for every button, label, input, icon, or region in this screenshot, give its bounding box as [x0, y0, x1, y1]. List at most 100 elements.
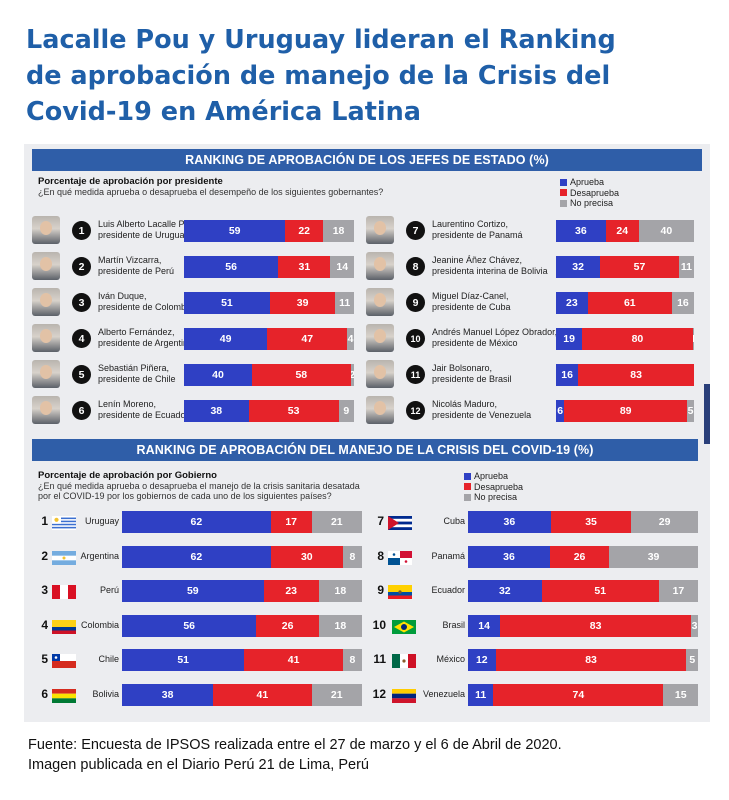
country-rank: 8 [377, 548, 384, 563]
bar-segment-approve: 32 [556, 256, 601, 278]
peru-flag-icon [52, 585, 76, 599]
infographic-panel: RANKING DE APROBACIÓN DE LOS JEFES DE ES… [24, 144, 710, 722]
legend-swatch-unsure [560, 199, 567, 207]
countries-question-line-2: por el COVID-19 por los gobiernos de cad… [38, 491, 332, 501]
bar-segment-unsure: 21 [311, 511, 362, 533]
country-row: 6 Bolivia 38 41 21 [34, 683, 364, 706]
rank-badge: 9 [406, 293, 425, 312]
president-name-line: Sebastián Piñera, [98, 363, 170, 373]
president-row: 9 Miguel Díaz-Canel, presidente de Cuba 23 6… [366, 288, 696, 318]
bar-segment-disapprove: 39 [269, 292, 336, 314]
bar-segment-approve: 36 [468, 511, 551, 533]
legend-unsure: No precisa [560, 198, 619, 209]
bar-segment-approve: 14 [468, 614, 501, 637]
bar-segment-disapprove: 80 [582, 328, 693, 350]
country-flag [388, 516, 412, 530]
country-flag [392, 654, 416, 668]
president-name-line: Laurentino Cortizo, [432, 219, 509, 229]
legend-approve: Aprueba [560, 177, 619, 188]
president-avatar [366, 360, 394, 388]
bar-segment-unsure: 29 [631, 511, 698, 533]
bar-segment-unsure: 8 [342, 649, 362, 671]
president-row: 11 Jair Bolsonaro, presidente de Brasil 16 8… [366, 360, 696, 390]
country-row: 8 Panamá 36 26 39 [370, 545, 700, 568]
country-name: Argentina [80, 550, 119, 561]
president-row: 10 Andrés Manuel López Obrador, presidente… [366, 324, 696, 354]
president-name: Miguel Díaz-Canel, presidente de Cuba [432, 291, 552, 313]
president-row: 6 Lenín Moreno, presidente de Ecuador 38 53 9 [32, 396, 362, 426]
bar-segment-approve: 16 [556, 364, 579, 386]
bar-segment-unsure: 5 [687, 400, 694, 422]
bar-segment-approve: 59 [122, 580, 264, 602]
countries-banner: RANKING DE APROBACIÓN DEL MANEJO DE LA C… [32, 439, 698, 461]
legend-unsure-label: No precisa [474, 492, 518, 502]
bar-segment-unsure: 2 [350, 364, 354, 386]
country-row: 11 México 12 83 5 [370, 649, 700, 671]
president-avatar [32, 360, 60, 388]
country-flag [52, 516, 76, 530]
president-role-line: presidente de Uruguay [98, 230, 190, 240]
rank-badge: 6 [72, 401, 91, 420]
bar-segment-unsure: 5 [686, 649, 698, 671]
bar-segment-approve: 62 [122, 545, 271, 568]
president-name: Alberto Fernández, presidente de Argentin… [98, 327, 218, 349]
bar-segment-disapprove: 47 [267, 328, 348, 350]
rank-badge: 11 [406, 365, 425, 384]
president-name-line: Luis Alberto Lacalle Pou, [98, 219, 198, 229]
country-name: Chile [98, 654, 119, 664]
bolivia-flag-icon [52, 688, 76, 703]
president-role-line: presidente de Argentina [98, 338, 194, 348]
country-bar: 51 41 8 [122, 649, 362, 671]
country-row: 7 Cuba 36 35 29 [370, 511, 700, 533]
country-bar: 62 30 8 [122, 545, 362, 568]
president-role-line: presidente de Cuba [432, 302, 511, 312]
country-name: México [436, 654, 465, 664]
legend-unsure: No precisa [464, 492, 523, 503]
countries-subtitle: Porcentaje de aprobación por Gobierno [38, 470, 217, 481]
country-row: 5 Chile 51 41 8 [34, 649, 364, 671]
bar-segment-approve: 32 [468, 580, 542, 602]
bar-segment-unsure: 18 [318, 614, 362, 637]
president-name-line: Alberto Fernández, [98, 327, 175, 337]
president-role-line: presidente de Perú [98, 266, 175, 276]
bar-segment-approve: 38 [122, 683, 214, 706]
president-bar: 16830 [556, 364, 694, 386]
bar-segment-disapprove: 30 [270, 545, 343, 568]
country-bar: 56 26 18 [122, 614, 362, 637]
president-avatar [32, 396, 60, 424]
president-avatar [32, 216, 60, 244]
country-rank: 2 [41, 548, 48, 563]
country-bar: 38 41 21 [122, 683, 362, 706]
country-rank: 3 [41, 583, 48, 597]
footer-source: Fuente: Encuesta de IPSOS realizada entr… [28, 735, 718, 775]
country-bar: 36 26 39 [468, 545, 698, 568]
legend-disapprove-label: Desaprueba [570, 187, 620, 198]
bar-segment-approve: 11 [468, 683, 494, 706]
president-role-line: presidente de Brasil [432, 374, 512, 384]
country-bar: 32 51 17 [468, 580, 698, 602]
bar-segment-approve: 19 [556, 328, 583, 350]
bar-segment-approve: 51 [184, 292, 270, 314]
headline: Lacalle Pou y Uruguay lideran el Ranking… [26, 22, 706, 130]
country-bar: 11 74 15 [468, 683, 698, 706]
country-row: 1 Uruguay 62 17 21 [34, 511, 364, 533]
country-flag [52, 550, 76, 565]
cuba-flag-icon [388, 516, 412, 530]
country-name: Uruguay [84, 516, 119, 526]
president-name: Nicolás Maduro, presidente de Venezuela [432, 399, 552, 421]
bar-segment-disapprove: 51 [541, 580, 659, 602]
legend-approve: Aprueba [464, 471, 523, 482]
bar-segment-disapprove: 26 [549, 545, 610, 568]
country-row: 3 Perú 59 23 18 [34, 580, 364, 602]
bar-segment-unsure: 9 [338, 400, 354, 422]
bar-segment-disapprove: 74 [493, 683, 664, 706]
bar-segment-unsure: 4 [347, 328, 354, 350]
president-row: 5 Sebastián Piñera, presidente de Chile 40 5… [32, 360, 362, 390]
president-name-line: Martín Vizcarra, [98, 255, 162, 265]
president-bar: 40 58 2 [184, 364, 354, 386]
bar-segment-unsure: 18 [323, 220, 354, 242]
president-avatar [366, 396, 394, 424]
bar-segment-approve: 38 [184, 400, 249, 422]
bar-segment-approve: 6 [556, 400, 565, 422]
president-role-line: presidente de Ecuador [98, 410, 189, 420]
